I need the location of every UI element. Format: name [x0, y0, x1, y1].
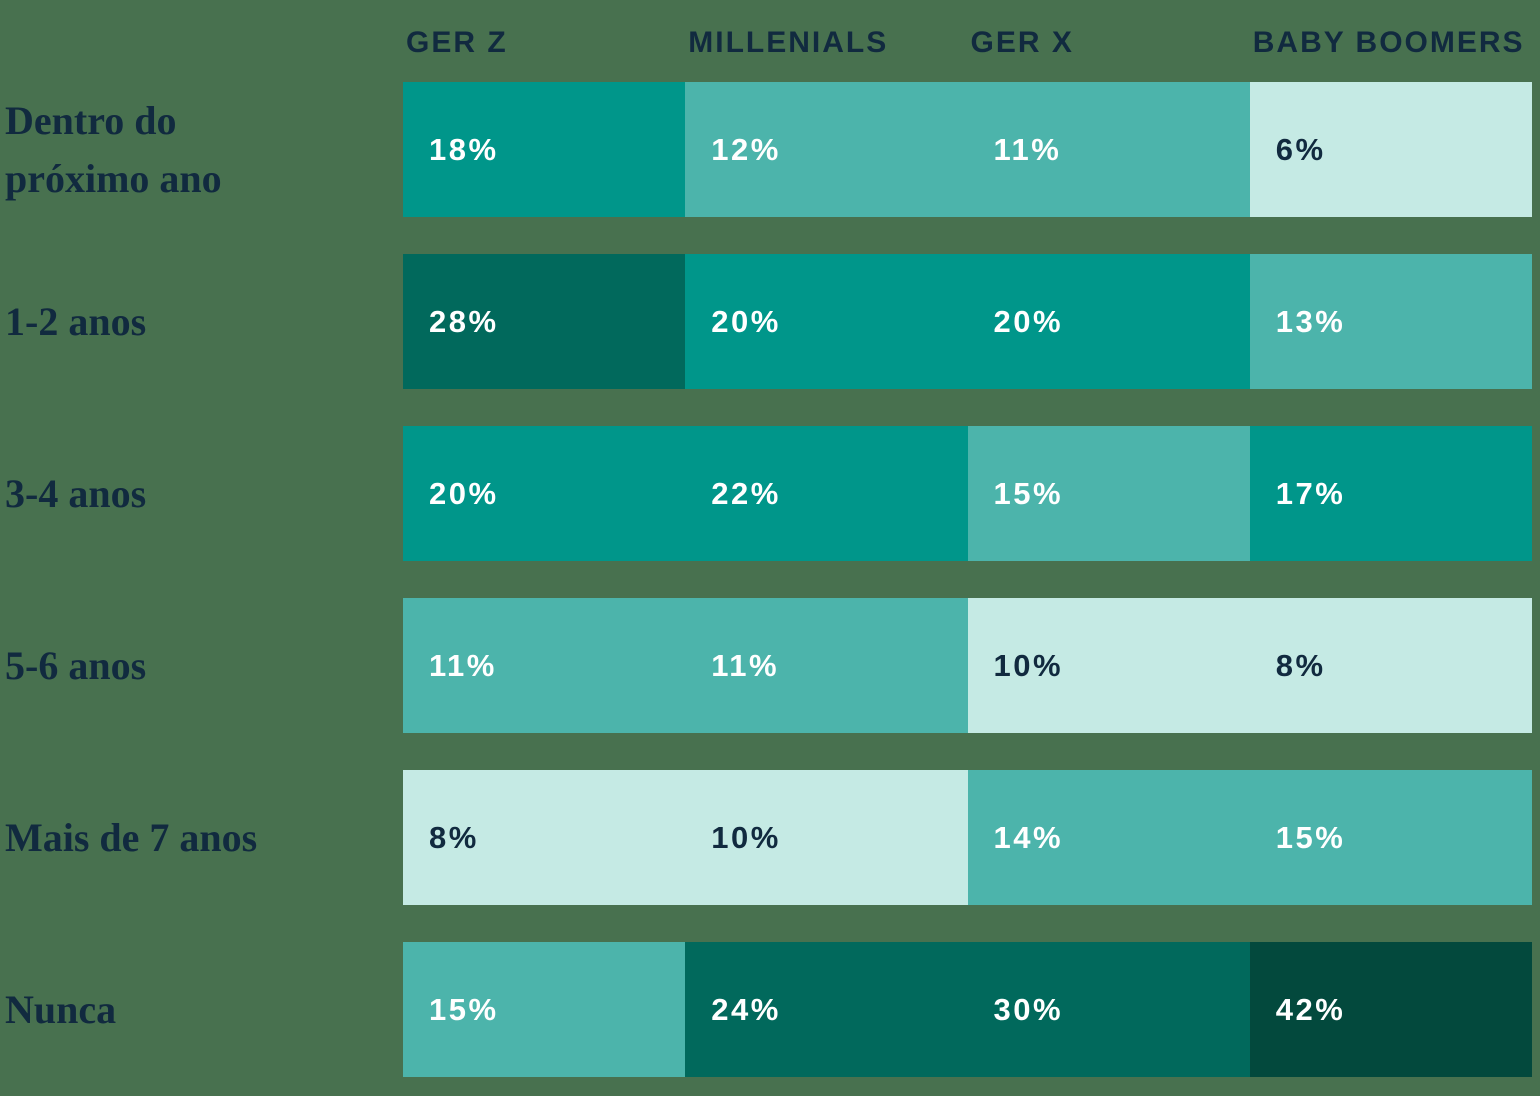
heatmap-cell-r6-c2: 24%	[685, 942, 968, 1077]
row-cells: 11% 11% 10% 8%	[403, 598, 1532, 733]
heatmap-cell-r4-c2: 11%	[685, 598, 968, 733]
heatmap-grid: GER Z MILLENIALS GER X BABY BOOMERS Dentro …	[0, 0, 1532, 1077]
heatmap-row-nunca: Nunca 15% 24% 30% 42%	[0, 942, 1532, 1077]
heatmap-cell-r5-c3: 14%	[967, 770, 1250, 905]
heatmap-rows: Dentro do próximo ano 18% 12% 11% 6% 1-2 anos…	[0, 82, 1532, 1077]
heatmap-cell-r3-c4: 17%	[1249, 426, 1532, 561]
heatmap-row-5-6-anos: 5-6 anos 11% 11% 10% 8%	[0, 598, 1532, 733]
heatmap-cell-r6-c3: 30%	[967, 942, 1250, 1077]
row-cells: 15% 24% 30% 42%	[403, 942, 1532, 1077]
column-header-millenials: MILLENIALS	[688, 26, 889, 59]
row-cells: 8% 10% 14% 15%	[403, 770, 1532, 905]
row-label: 3-4 anos	[5, 470, 147, 516]
heatmap-cell-r1-c3: 11%	[967, 82, 1250, 217]
heatmap-cell-r4-c3: 10%	[967, 598, 1250, 733]
heatmap-row-1-2-anos: 1-2 anos 28% 20% 20% 13%	[0, 254, 1532, 389]
row-label: Dentro do próximo ano	[5, 97, 222, 201]
column-header-ger-z: GER Z	[406, 26, 508, 59]
column-header-ger-x: GER X	[970, 26, 1074, 59]
heatmap-row-mais-de-7-anos: Mais de 7 anos 8% 10% 14% 15%	[0, 770, 1532, 905]
heatmap-cell-r2-c3: 20%	[967, 254, 1250, 389]
heatmap-row-3-4-anos: 3-4 anos 20% 22% 15% 17%	[0, 426, 1532, 561]
row-cells: 18% 12% 11% 6%	[403, 82, 1532, 217]
heatmap-cell-r6-c1: 15%	[403, 942, 686, 1077]
heatmap-cell-r5-c1: 8%	[403, 770, 686, 905]
heatmap-cell-r2-c2: 20%	[685, 254, 968, 389]
column-header-baby-boomers: BABY BOOMERS	[1252, 26, 1525, 59]
heatmap-row-dentro-do-pr-ximo-ano: Dentro do próximo ano 18% 12% 11% 6%	[0, 82, 1532, 217]
heatmap-cell-r5-c2: 10%	[685, 770, 968, 905]
heatmap-cell-r1-c4: 6%	[1249, 82, 1532, 217]
heatmap-cell-r1-c2: 12%	[685, 82, 968, 217]
heatmap-cell-r1-c1: 18%	[403, 82, 686, 217]
row-label: Mais de 7 anos	[5, 814, 258, 860]
row-label: 5-6 anos	[5, 642, 147, 688]
row-label: Nunca	[5, 986, 117, 1032]
heatmap-cell-r4-c1: 11%	[403, 598, 686, 733]
row-label: 1-2 anos	[5, 298, 147, 344]
heatmap-cell-r6-c4: 42%	[1249, 942, 1532, 1077]
column-headers: GER Z MILLENIALS GER X BABY BOOMERS	[403, 0, 1532, 82]
heatmap-cell-r4-c4: 8%	[1249, 598, 1532, 733]
heatmap-cell-r2-c4: 13%	[1249, 254, 1532, 389]
heatmap-cell-r3-c1: 20%	[403, 426, 686, 561]
heatmap-cell-r2-c1: 28%	[403, 254, 686, 389]
heatmap-cell-r3-c3: 15%	[967, 426, 1250, 561]
heatmap-cell-r5-c4: 15%	[1249, 770, 1532, 905]
row-cells: 20% 22% 15% 17%	[403, 426, 1532, 561]
heatmap-cell-r3-c2: 22%	[685, 426, 968, 561]
row-cells: 28% 20% 20% 13%	[403, 254, 1532, 389]
